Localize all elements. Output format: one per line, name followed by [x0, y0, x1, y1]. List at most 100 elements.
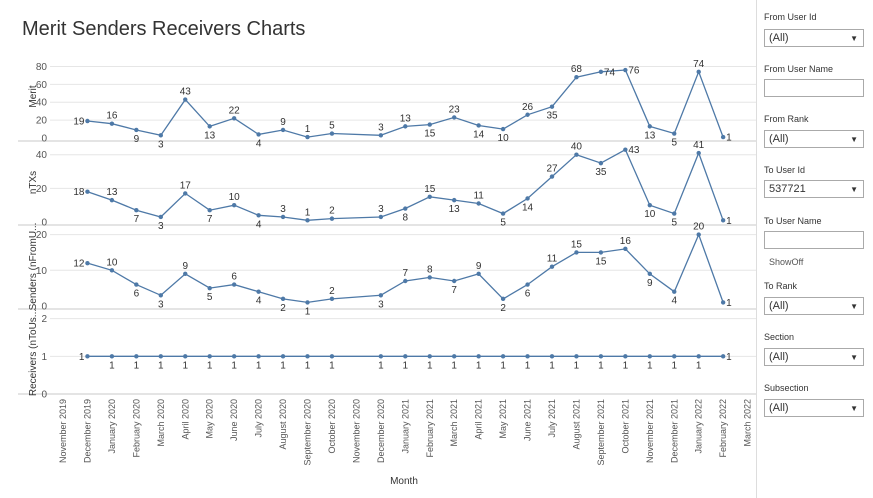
- data-point: [452, 278, 457, 284]
- from-rank-value: (All): [769, 133, 789, 145]
- from-user-id-label: From User Id: [764, 12, 817, 22]
- data-point: [256, 289, 261, 294]
- data-point: [134, 208, 139, 213]
- y-tick-label: 80: [36, 62, 48, 73]
- data-label: 1: [79, 352, 85, 363]
- data-label: 1: [696, 360, 702, 371]
- data-label: 3: [378, 204, 384, 215]
- data-point: [525, 196, 530, 201]
- data-label: 22: [229, 105, 241, 116]
- to-user-id-select[interactable]: 537721 ▼: [764, 180, 864, 198]
- x-tick-label: August 2020: [278, 399, 288, 450]
- data-label: 1: [451, 360, 457, 371]
- data-label: 12: [73, 259, 85, 270]
- data-label: 15: [424, 184, 436, 195]
- x-tick-label: January 2021: [400, 399, 410, 454]
- y-tick-label: 20: [36, 116, 48, 127]
- data-label: 1: [598, 360, 604, 371]
- data-label: 68: [571, 64, 583, 75]
- data-point: [623, 354, 628, 359]
- data-point: [329, 296, 335, 302]
- x-tick-label: March 2020: [156, 399, 166, 447]
- data-point: [231, 282, 237, 287]
- data-point: [647, 271, 652, 277]
- data-point: [696, 232, 701, 237]
- data-point: [378, 293, 384, 298]
- data-point: [158, 293, 163, 298]
- data-point: [525, 282, 530, 287]
- data-label: 1: [305, 306, 311, 317]
- data-point: [231, 116, 237, 121]
- to-user-id-value: 537721: [769, 183, 806, 195]
- data-point: [305, 134, 310, 140]
- data-point: [207, 124, 212, 129]
- y-tick-label: 20: [36, 230, 48, 241]
- data-point: [598, 69, 604, 75]
- data-point: [500, 211, 506, 216]
- data-label: 35: [546, 111, 558, 122]
- from-user-name-input[interactable]: [764, 79, 864, 97]
- data-label: 3: [378, 299, 384, 310]
- section-select[interactable]: (All) ▼: [764, 348, 864, 366]
- data-label: 11: [547, 254, 558, 265]
- data-label: 2: [500, 303, 506, 314]
- data-point: [183, 271, 188, 277]
- data-point: [378, 133, 384, 138]
- data-label: 13: [449, 204, 461, 215]
- x-tick-label: March 2021: [449, 399, 459, 447]
- data-label: 3: [158, 221, 164, 232]
- data-point: [280, 296, 286, 302]
- x-tick-label: November 2020: [351, 399, 361, 463]
- data-label: 5: [500, 218, 506, 229]
- to-user-name-input[interactable]: [764, 231, 864, 249]
- series-line: [87, 148, 724, 221]
- data-point: [256, 132, 261, 137]
- data-point: [158, 214, 163, 220]
- data-label: 9: [647, 278, 653, 289]
- data-label: 3: [158, 299, 164, 310]
- data-point: [85, 354, 90, 359]
- x-tick-label: April 2021: [474, 399, 484, 440]
- data-point: [696, 150, 701, 156]
- x-tick-label: December 2019: [82, 399, 92, 463]
- x-tick-label: February 2022: [718, 399, 728, 458]
- section-label: Section: [764, 332, 795, 342]
- from-rank-select[interactable]: (All) ▼: [764, 130, 864, 148]
- data-point: [647, 354, 652, 359]
- from-user-id-select[interactable]: (All) ▼: [764, 29, 864, 47]
- data-label: 10: [106, 257, 118, 268]
- data-point: [403, 354, 408, 359]
- y-tick-label: 40: [36, 98, 48, 109]
- data-point: [280, 127, 286, 133]
- data-label: 40: [571, 142, 583, 153]
- data-point: [500, 296, 506, 302]
- data-point: [427, 354, 432, 359]
- to-user-name-label: To User Name: [764, 216, 822, 226]
- data-label: 74: [604, 67, 616, 78]
- data-label: 13: [106, 187, 118, 198]
- data-point: [256, 213, 261, 218]
- data-point: [207, 208, 212, 213]
- data-label: 4: [256, 138, 262, 149]
- data-label: 9: [280, 117, 286, 128]
- data-point: [672, 354, 677, 359]
- y-tick-label: 0: [41, 302, 47, 313]
- data-label: 1: [158, 360, 164, 371]
- x-tick-label: February 2020: [131, 399, 141, 458]
- data-label: 6: [525, 289, 531, 300]
- series-line: [87, 69, 724, 138]
- data-point: [623, 67, 628, 73]
- to-rank-select[interactable]: (All) ▼: [764, 297, 864, 315]
- data-point: [158, 354, 163, 359]
- data-point: [623, 147, 628, 152]
- data-label: 1: [403, 360, 409, 371]
- subsection-value: (All): [769, 402, 789, 414]
- subsection-select[interactable]: (All) ▼: [764, 399, 864, 417]
- x-tick-label: August 2021: [571, 399, 581, 450]
- data-label: 1: [305, 207, 311, 218]
- y-tick-label: 0: [41, 134, 47, 145]
- data-label: 1: [378, 360, 384, 371]
- data-label: 1: [525, 360, 531, 371]
- section-value: (All): [769, 351, 789, 363]
- y-tick-label: 20: [36, 184, 48, 195]
